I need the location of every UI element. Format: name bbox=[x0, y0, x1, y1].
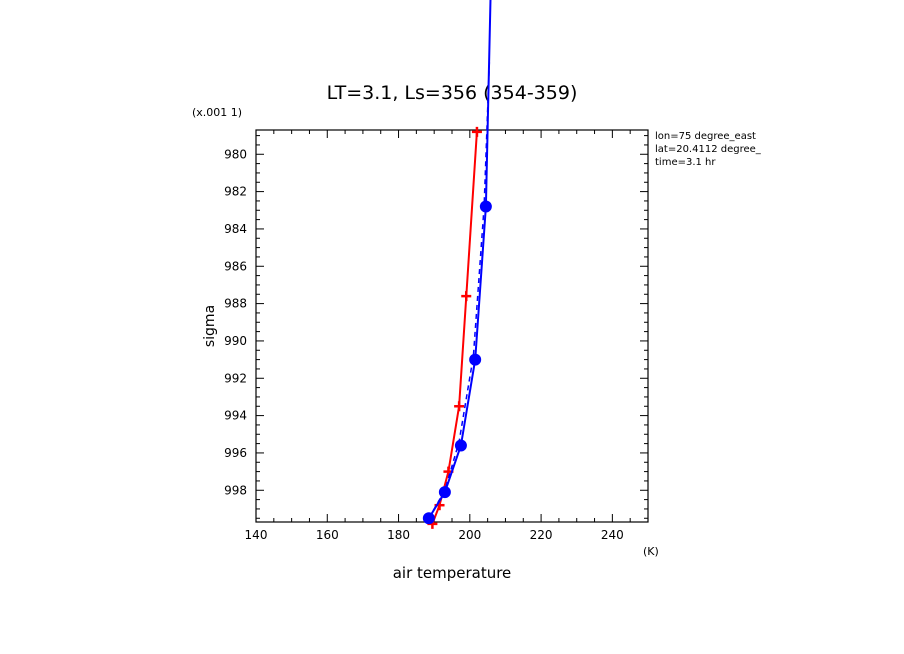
y-axis-label: sigma bbox=[202, 305, 218, 347]
y-tick-label: 986 bbox=[224, 259, 247, 273]
x-tick-label: 240 bbox=[601, 528, 624, 542]
y-tick-label: 990 bbox=[224, 334, 247, 348]
info-line-lat: lat=20.4112 degree_ bbox=[655, 144, 762, 155]
y-tick-label: 996 bbox=[224, 446, 247, 460]
y-tick-label: 980 bbox=[224, 147, 247, 161]
chart-title: LT=3.1, Ls=356 (354-359) bbox=[327, 82, 578, 104]
x-unit-label: (K) bbox=[643, 545, 659, 558]
series-1-point-4 bbox=[479, 200, 492, 213]
series-0-point-5 bbox=[471, 126, 482, 137]
series-layer bbox=[422, 0, 492, 529]
series-line-2 bbox=[428, 60, 491, 519]
x-tick-label: 140 bbox=[245, 528, 268, 542]
x-axis-label: air temperature bbox=[393, 564, 512, 582]
series-1-point-1 bbox=[438, 486, 451, 499]
plot-frame bbox=[255, 129, 649, 523]
x-tick-label: 160 bbox=[316, 528, 339, 542]
info-line-lon: lon=75 degree_east bbox=[655, 131, 756, 142]
series-1-point-3 bbox=[469, 353, 482, 366]
series-0-point-4 bbox=[461, 291, 472, 302]
x-tick-label: 200 bbox=[458, 528, 481, 542]
y-tick-label: 988 bbox=[224, 297, 247, 311]
series-0-point-3 bbox=[454, 401, 465, 412]
y-tick-label: 982 bbox=[224, 185, 247, 199]
y-scale-label: (x.001 1) bbox=[192, 106, 242, 119]
y-tick-label: 998 bbox=[224, 483, 247, 497]
x-tick-label: 180 bbox=[387, 528, 410, 542]
y-tick-label: 992 bbox=[224, 371, 247, 385]
y-tick-label: 994 bbox=[224, 409, 247, 423]
axes-layer: 140 160 180 200 220 240 980 982 984 986 988 990 992 9… bbox=[224, 129, 649, 542]
x-tick-label: 220 bbox=[530, 528, 553, 542]
info-line-time: time=3.1 hr bbox=[655, 157, 716, 168]
y-tick-label: 984 bbox=[224, 222, 247, 236]
